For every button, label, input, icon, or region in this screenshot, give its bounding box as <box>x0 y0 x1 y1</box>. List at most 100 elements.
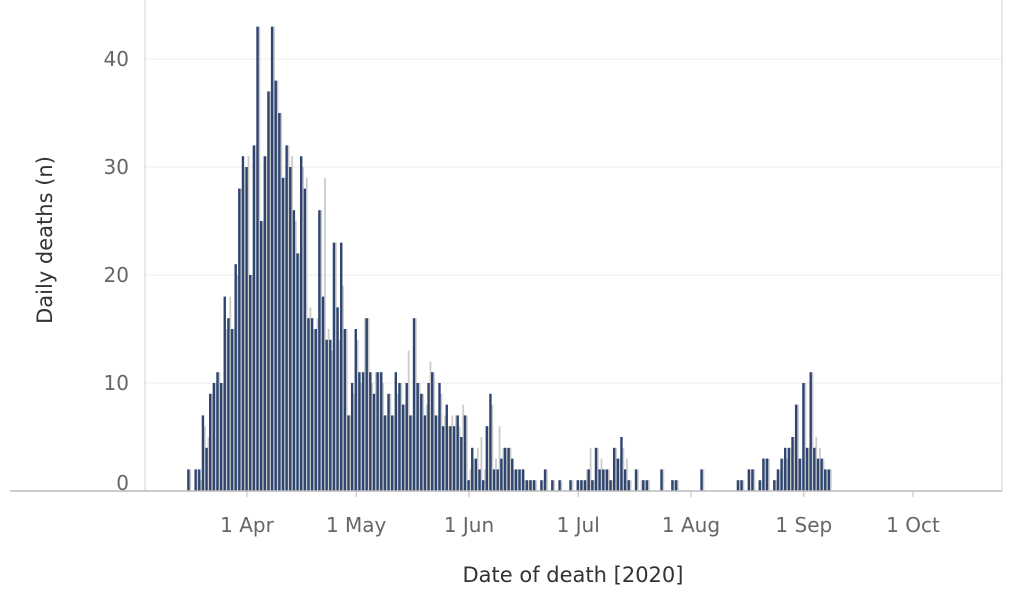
bar-secondary <box>225 329 228 491</box>
bar-primary <box>194 469 197 491</box>
bar-secondary <box>644 480 647 491</box>
bar-secondary <box>305 177 308 492</box>
bar-primary <box>318 210 321 491</box>
x-tick-label: 1 Aug <box>662 513 720 537</box>
bar-secondary <box>283 177 286 492</box>
bar-primary <box>569 480 572 491</box>
bar-secondary <box>640 480 643 491</box>
bar-secondary <box>404 404 406 491</box>
bar-primary <box>409 415 412 491</box>
bar-primary <box>587 469 590 491</box>
bar-secondary <box>415 318 417 491</box>
bar-primary <box>518 469 521 491</box>
bar-secondary <box>516 469 519 491</box>
bar-primary <box>420 393 423 491</box>
bar-secondary <box>356 339 359 491</box>
bar-secondary <box>309 307 312 491</box>
bar-secondary <box>491 404 494 491</box>
bar-primary <box>329 339 332 491</box>
bar-secondary <box>298 253 301 491</box>
bar-primary <box>620 437 623 491</box>
bar-primary <box>827 469 831 491</box>
bar-secondary <box>673 480 676 491</box>
bar-primary <box>784 447 787 491</box>
bar-primary <box>267 91 270 492</box>
bar-primary <box>503 447 507 491</box>
bar-secondary <box>367 318 370 491</box>
bar-secondary <box>196 469 199 491</box>
bar-secondary <box>214 383 217 491</box>
bar-secondary <box>622 447 625 491</box>
bar-primary <box>671 480 674 491</box>
bar-primary <box>642 480 645 491</box>
bar-secondary <box>458 426 461 491</box>
bar-secondary <box>797 404 799 491</box>
bar-secondary <box>313 329 315 491</box>
bar-secondary <box>247 156 250 491</box>
bar-secondary <box>324 177 326 492</box>
bar-secondary <box>444 415 446 491</box>
bar-primary <box>270 26 274 491</box>
bar-primary <box>521 469 525 491</box>
x-tick-label: 1 Jul <box>557 513 600 537</box>
bar-secondary <box>240 188 243 491</box>
bar-secondary <box>531 480 534 491</box>
bar-primary <box>780 458 783 491</box>
x-tick-labels: 1 Apr 1 May 1 Jun 1 Jul 1 Aug 1 Sep 1 Oct <box>220 491 940 537</box>
bar-secondary <box>407 350 410 491</box>
bar-secondary <box>251 275 254 491</box>
bar-primary <box>238 188 241 491</box>
bar-primary <box>245 167 248 491</box>
bar-secondary <box>822 458 825 491</box>
y-tick-label: 30 <box>104 155 129 179</box>
bar-secondary <box>334 242 337 491</box>
bar-primary <box>605 469 609 491</box>
bar-secondary <box>702 469 705 491</box>
bar-secondary <box>411 415 414 491</box>
bar-primary <box>431 372 434 491</box>
y-tick-label: 0 <box>116 471 129 495</box>
bar-primary <box>609 480 612 491</box>
bar-primary <box>514 469 518 491</box>
bar-secondary <box>396 393 399 491</box>
x-tick-label: 1 Apr <box>220 513 274 537</box>
bar-primary <box>223 296 226 491</box>
bar-secondary <box>422 393 425 491</box>
bar-secondary <box>243 167 246 491</box>
bar-secondary <box>764 458 767 491</box>
bar-secondary <box>473 458 476 491</box>
bar-secondary <box>775 480 778 491</box>
bar-primary <box>310 318 314 491</box>
bar-primary <box>507 447 510 491</box>
bar-secondary <box>465 415 468 491</box>
bar-secondary <box>524 480 526 491</box>
bar-primary <box>296 253 299 491</box>
bar-primary <box>456 415 459 491</box>
bar-secondary <box>400 383 403 491</box>
bar-secondary <box>360 383 363 491</box>
bar-secondary <box>495 458 497 491</box>
bar-secondary <box>378 372 381 491</box>
bar-secondary <box>818 447 821 491</box>
bar-secondary <box>320 210 323 491</box>
bar-primary <box>252 145 256 491</box>
bar-primary <box>481 480 485 491</box>
bar-primary <box>354 329 357 491</box>
bar-secondary <box>200 480 203 491</box>
bar-secondary <box>553 480 556 491</box>
bar-primary <box>340 242 343 491</box>
bar-secondary <box>287 145 290 491</box>
bar-secondary <box>647 480 650 491</box>
bar-secondary <box>218 372 221 491</box>
bar-secondary <box>589 447 592 491</box>
bar-secondary <box>374 372 377 491</box>
bar-secondary <box>826 469 829 491</box>
bar-secondary <box>626 458 628 491</box>
bar-primary <box>285 145 288 491</box>
bar-secondary <box>546 469 548 491</box>
bar-secondary <box>760 480 763 491</box>
bar-secondary <box>615 447 617 491</box>
bar-primary <box>802 383 805 491</box>
bar-secondary <box>677 480 679 491</box>
